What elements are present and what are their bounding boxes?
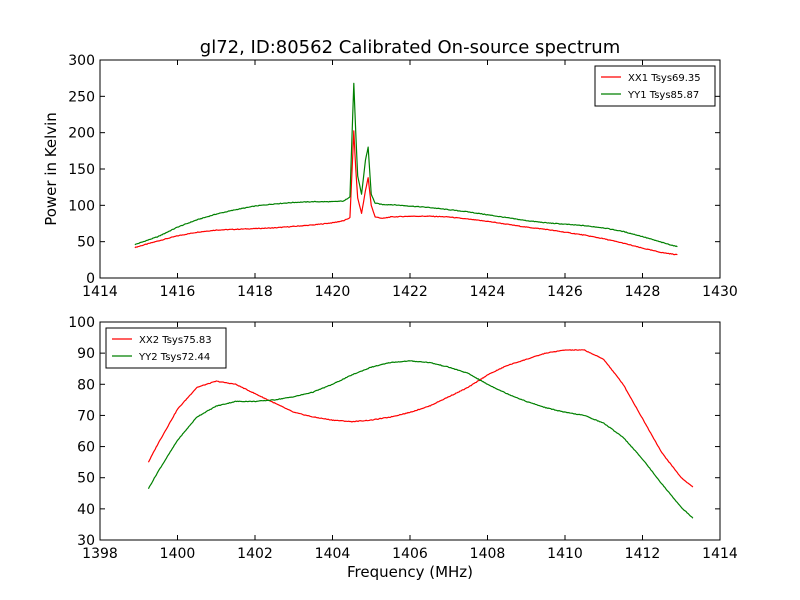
bottom-y-tick-label: 100 (68, 315, 95, 331)
top-y-tick-label: 100 (68, 198, 95, 214)
top-x-tick-label: 1420 (315, 284, 351, 300)
bottom-x-tick-label: 1414 (702, 546, 738, 562)
top-ticks: 1414 1416 1418 1420 1422 1424 1426 1428 1430 0 50 1… (68, 53, 738, 300)
top-x-tick-label: 1428 (625, 284, 661, 300)
top-y-tick-label: 0 (86, 271, 95, 287)
bottom-x-tick-label: 1406 (392, 546, 428, 562)
bottom-legend: XX2 Tsys75.83 YY2 Tsys72.44 (105, 327, 227, 369)
top-y-tick-label: 200 (68, 126, 95, 142)
top-series-layer (134, 82, 678, 256)
top-x-tick-label: 1424 (470, 284, 506, 300)
top-axes: 1414 1416 1418 1420 1422 1424 1426 1428 1430 0 50 1… (42, 53, 738, 300)
bottom-series-layer (147, 349, 694, 519)
bottom-series-line-1 (147, 349, 694, 488)
bottom-x-tick-label: 1404 (315, 546, 351, 562)
bottom-x-tick-label: 1412 (625, 546, 661, 562)
bottom-x-tick-label: 1408 (470, 546, 506, 562)
bottom-x-tick-label: 1410 (547, 546, 583, 562)
top-y-tick-label: 300 (68, 53, 95, 69)
top-legend-label-1: XX1 Tsys69.35 (628, 73, 701, 84)
bottom-y-tick-label: 50 (77, 471, 95, 487)
top-legend: XX1 Tsys69.35 YY1 Tsys85.87 (594, 65, 716, 107)
bottom-y-tick-label: 30 (77, 533, 95, 549)
bottom-y-tick-label: 60 (77, 440, 95, 456)
bottom-legend-box (105, 327, 227, 369)
top-x-tick-label: 1414 (82, 284, 118, 300)
top-legend-label-2: YY1 Tsys85.87 (627, 90, 699, 101)
top-x-tick-label: 1426 (547, 284, 583, 300)
bottom-y-tick-label: 90 (77, 346, 95, 362)
bottom-x-tick-label: 1402 (237, 546, 273, 562)
bottom-x-tick-label: 1398 (82, 546, 118, 562)
bottom-legend-label-1: XX2 Tsys75.83 (139, 335, 212, 346)
top-y-tick-label: 50 (77, 235, 95, 251)
top-series-line-2 (134, 82, 678, 248)
top-legend-box (594, 65, 716, 107)
bottom-x-axis-label: Frequency (MHz) (347, 563, 473, 581)
bottom-ticks: 1398 1400 1402 1404 1406 1408 1410 1412 1414 30 40… (68, 315, 738, 562)
top-y-tick-label: 150 (68, 162, 95, 178)
top-y-axis-label: Power in Kelvin (42, 112, 60, 226)
top-y-tick-label: 250 (68, 89, 95, 105)
top-x-tick-label: 1430 (702, 284, 738, 300)
bottom-y-tick-label: 40 (77, 502, 95, 518)
top-x-tick-label: 1422 (392, 284, 428, 300)
top-series-line-1 (134, 130, 678, 256)
bottom-y-tick-label: 70 (77, 408, 95, 424)
top-x-tick-label: 1416 (160, 284, 196, 300)
bottom-y-tick-label: 80 (77, 377, 95, 393)
chart-title: gl72, ID:80562 Calibrated On-source spec… (200, 37, 620, 58)
bottom-legend-label-2: YY2 Tsys72.44 (138, 352, 210, 363)
top-x-tick-label: 1418 (237, 284, 273, 300)
bottom-axes: 1398 1400 1402 1404 1406 1408 1410 1412 1414 30 40… (68, 315, 738, 581)
bottom-x-tick-label: 1400 (160, 546, 196, 562)
bottom-series-line-2 (147, 360, 694, 519)
